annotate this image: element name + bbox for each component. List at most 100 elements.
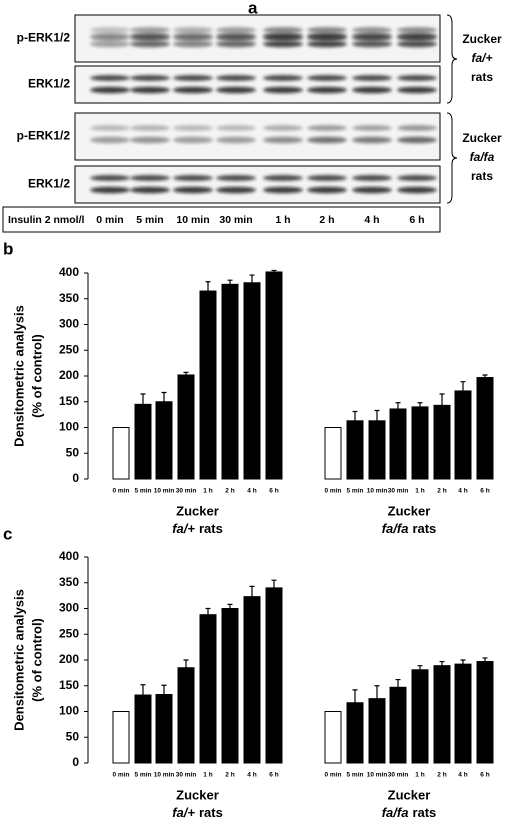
bar xyxy=(411,669,429,764)
lane-label: 30 min xyxy=(219,214,252,226)
y-tick-label: 200 xyxy=(59,652,79,666)
bar xyxy=(155,401,173,480)
band xyxy=(130,175,170,181)
error-bar xyxy=(374,409,380,421)
band xyxy=(263,40,303,48)
error-bar xyxy=(183,659,189,668)
x-tick-label: 4 h xyxy=(458,772,467,779)
bar xyxy=(476,661,494,764)
band xyxy=(397,186,437,194)
x-tick-label: 6 h xyxy=(480,488,489,495)
bar xyxy=(177,374,195,480)
x-tick-label: 2 h xyxy=(225,772,234,779)
y-tick-label: 100 xyxy=(59,420,79,434)
x-tick-label: 5 min xyxy=(135,772,152,779)
bar xyxy=(433,665,451,764)
bar xyxy=(433,404,451,480)
strain: fa/fa xyxy=(382,521,409,536)
band xyxy=(130,35,170,41)
x-tick-label: 1 h xyxy=(415,772,424,779)
y-tick-label: 0 xyxy=(72,471,79,485)
x-tick-label: 6 h xyxy=(269,488,278,495)
band xyxy=(130,40,170,48)
band xyxy=(352,75,392,81)
band xyxy=(263,136,303,144)
error-bar xyxy=(417,402,423,407)
strain: fa/+ xyxy=(172,805,195,818)
y-tick-label: 250 xyxy=(59,342,79,356)
bar xyxy=(112,711,130,764)
blot-box xyxy=(74,112,441,161)
lane-label: 1 h xyxy=(275,214,290,226)
strain: fa/+ xyxy=(172,521,195,536)
band xyxy=(90,175,130,181)
y-axis-label: (% of control) xyxy=(29,618,44,702)
x-tick-label: 30 min xyxy=(176,772,197,779)
treatment-box xyxy=(2,206,441,233)
x-tick-label: 0 min xyxy=(325,488,342,495)
band xyxy=(263,175,303,181)
brace xyxy=(446,14,458,104)
bar xyxy=(368,420,386,480)
band xyxy=(352,35,392,41)
band xyxy=(90,125,130,131)
lane-label: 5 min xyxy=(136,214,163,226)
error-bar xyxy=(161,684,167,695)
error-bar xyxy=(482,657,488,662)
band xyxy=(352,40,392,48)
x-tick-label: 1 h xyxy=(415,488,424,495)
y-axis-label: Densitometric analysis xyxy=(11,305,26,447)
band xyxy=(216,175,256,181)
y-tick-label: 350 xyxy=(59,575,79,589)
bar xyxy=(243,282,261,480)
bar xyxy=(221,608,239,764)
error-bar xyxy=(140,684,146,696)
group-strain-label: fa/+ rats xyxy=(172,805,223,818)
band xyxy=(90,35,130,41)
lane-label: 4 h xyxy=(364,214,379,226)
band xyxy=(352,186,392,194)
y-tick-label: 50 xyxy=(66,729,80,743)
blot-row-label: ERK1/2 xyxy=(28,177,70,191)
band xyxy=(216,40,256,48)
band xyxy=(397,86,437,94)
x-tick-label: 30 min xyxy=(176,488,197,495)
band xyxy=(173,175,213,181)
x-tick-label: 5 min xyxy=(347,488,364,495)
y-tick-label: 250 xyxy=(59,626,79,640)
blot-box xyxy=(74,65,441,104)
bar xyxy=(346,702,364,764)
error-bar xyxy=(460,659,466,665)
error-bar xyxy=(271,269,277,272)
band xyxy=(90,75,130,81)
group-name: Zucker xyxy=(176,787,219,802)
strain-suffix: rats xyxy=(412,805,436,818)
band xyxy=(90,86,130,94)
x-tick-label: 4 h xyxy=(247,772,256,779)
band xyxy=(173,40,213,48)
x-tick-label: 6 h xyxy=(269,772,278,779)
error-bar xyxy=(482,374,488,378)
bar xyxy=(411,406,429,480)
y-axis-label: Densitometric analysis xyxy=(11,589,26,731)
band xyxy=(263,125,303,131)
y-tick-label: 400 xyxy=(59,549,79,563)
x-tick-label: 0 min xyxy=(113,772,130,779)
group-name: Zucker xyxy=(176,503,219,518)
blot-box xyxy=(74,165,441,204)
band xyxy=(130,125,170,131)
bar xyxy=(476,377,494,480)
band xyxy=(307,75,347,81)
bar xyxy=(243,596,261,764)
treatment-label: Insulin 2 nmol/l xyxy=(8,214,85,226)
band xyxy=(307,175,347,181)
group-name: Zucker xyxy=(388,787,431,802)
y-tick-label: 150 xyxy=(59,394,79,408)
group-name: Zucker xyxy=(388,503,431,518)
x-tick-label: 0 min xyxy=(325,772,342,779)
band xyxy=(307,186,347,194)
band xyxy=(173,35,213,41)
error-bar xyxy=(227,279,233,285)
y-tick-label: 0 xyxy=(72,755,79,769)
